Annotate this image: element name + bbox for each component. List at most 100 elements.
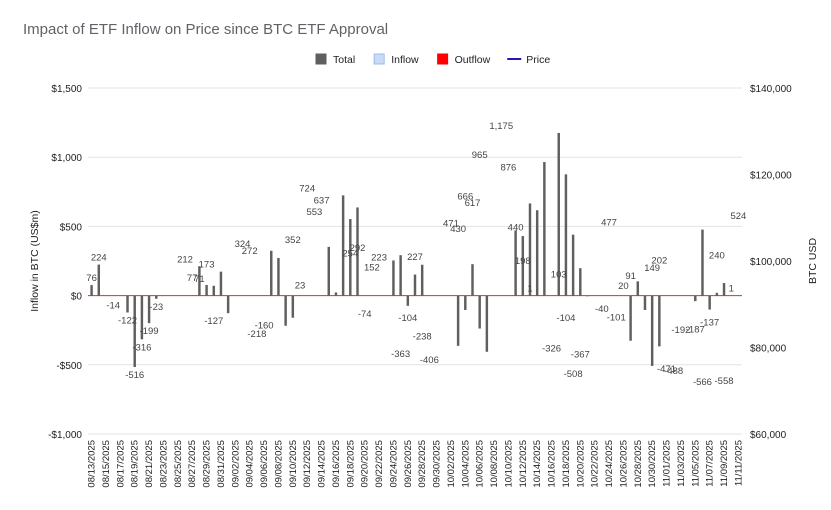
total-bar xyxy=(212,285,215,296)
total-bar xyxy=(658,295,661,347)
x-tick-label: 09/22/2025 xyxy=(374,440,385,488)
total-bar xyxy=(291,295,295,318)
data-label: 1 xyxy=(527,283,532,294)
data-label: -218 xyxy=(247,329,266,340)
total-bar xyxy=(579,268,582,296)
total-bar xyxy=(147,295,151,324)
data-label: 223 xyxy=(371,253,387,264)
total-bar xyxy=(97,264,101,296)
x-tick-label: 09/10/2025 xyxy=(288,440,299,488)
x-tick-label: 08/19/2025 xyxy=(130,440,141,488)
x-tick-label: 09/24/2025 xyxy=(388,440,399,488)
data-label: 224 xyxy=(91,253,107,264)
data-label: 471 xyxy=(443,218,459,229)
data-label: 23 xyxy=(295,280,306,291)
x-tick-label: 09/02/2025 xyxy=(230,440,241,488)
data-label: -471 xyxy=(657,364,676,375)
total-bar xyxy=(650,295,654,366)
total-bar xyxy=(406,295,410,306)
data-label: -406 xyxy=(420,355,439,366)
data-label: 227 xyxy=(407,252,423,263)
data-label: -23 xyxy=(149,302,163,313)
total-bar xyxy=(528,203,532,296)
data-label: -160 xyxy=(255,321,274,332)
x-tick-label: 08/15/2025 xyxy=(101,440,112,488)
data-label: 76 xyxy=(86,273,97,284)
total-bar xyxy=(629,295,632,341)
y-tick-label: -$1,000 xyxy=(48,430,82,441)
x-tick-label: 09/18/2025 xyxy=(345,440,356,488)
y-tick-label: $500 xyxy=(60,222,83,233)
data-label: -316 xyxy=(132,342,151,353)
total-bar xyxy=(133,295,136,368)
total-bar xyxy=(155,295,158,299)
x-tick-label: 09/04/2025 xyxy=(245,440,256,488)
x-tick-label: 10/02/2025 xyxy=(446,440,457,488)
total-bar xyxy=(564,174,568,296)
data-label: 666 xyxy=(457,191,473,202)
y-tick-label: $1,000 xyxy=(51,153,82,164)
total-bar xyxy=(571,234,575,296)
data-label: 1 xyxy=(729,283,734,294)
total-bar xyxy=(413,274,417,296)
y2-tick-label: $140,000 xyxy=(750,84,792,95)
x-tick-label: 10/04/2025 xyxy=(460,440,471,488)
data-label: 1,175 xyxy=(489,121,513,132)
total-bar xyxy=(140,295,144,340)
total-bar xyxy=(126,295,129,313)
x-tick-label: 11/11/2025 xyxy=(733,440,744,486)
x-tick-label: 10/06/2025 xyxy=(475,440,486,488)
x-tick-label: 08/25/2025 xyxy=(173,440,184,488)
total-bar xyxy=(557,132,560,296)
legend-label-price: Price xyxy=(526,54,550,66)
legend-swatch-outflow xyxy=(437,53,449,65)
x-tick-label: 09/20/2025 xyxy=(360,440,371,488)
data-label: -508 xyxy=(564,369,583,380)
y2-tick-label: $120,000 xyxy=(750,171,792,182)
total-bar xyxy=(327,246,330,296)
data-label: 20 xyxy=(618,281,629,292)
data-label: -122 xyxy=(118,315,137,326)
total-bar xyxy=(356,207,359,296)
y-tick-label: -$500 xyxy=(56,361,82,372)
total-bar xyxy=(715,292,719,296)
total-bar xyxy=(205,284,208,296)
data-label: 637 xyxy=(314,195,330,206)
x-tick-label: 11/01/2025 xyxy=(662,440,673,487)
x-tick-label: 10/30/2025 xyxy=(647,440,658,488)
total-bar xyxy=(284,295,287,326)
total-bar xyxy=(701,229,704,296)
x-tick-label: 08/23/2025 xyxy=(159,440,170,488)
x-tick-label: 10/14/2025 xyxy=(532,440,543,488)
x-tick-label: 10/24/2025 xyxy=(604,440,615,488)
total-bar xyxy=(636,281,640,296)
y-tick-label: $1,500 xyxy=(51,84,82,95)
data-label: -40 xyxy=(595,304,609,315)
data-label: -192 xyxy=(671,325,690,336)
total-bar xyxy=(341,195,345,296)
x-tick-label: 08/21/2025 xyxy=(144,440,155,488)
data-label: -199 xyxy=(140,326,159,337)
x-tick-label: 10/12/2025 xyxy=(518,440,529,488)
data-label: -558 xyxy=(715,376,734,387)
data-label: 876 xyxy=(500,162,516,173)
x-tick-label: 09/26/2025 xyxy=(403,440,414,488)
chart-title: Impact of ETF Inflow on Price since BTC … xyxy=(23,21,388,38)
y2-tick-label: $100,000 xyxy=(750,257,792,268)
x-tick-label: 10/16/2025 xyxy=(547,440,558,488)
total-bar xyxy=(471,264,474,296)
x-tick-label: 10/22/2025 xyxy=(590,440,601,488)
total-bar xyxy=(420,264,424,296)
total-bar xyxy=(349,219,352,296)
data-label: -74 xyxy=(358,309,372,320)
data-label: -488 xyxy=(664,366,683,377)
x-tick-label: 08/13/2025 xyxy=(87,440,98,488)
total-bar xyxy=(270,250,273,296)
x-tick-label: 09/12/2025 xyxy=(302,440,313,488)
data-label: 71 xyxy=(194,274,205,285)
y-tick-label: $0 xyxy=(71,292,83,303)
x-tick-label: 09/16/2025 xyxy=(331,440,342,488)
data-label: 254 xyxy=(342,248,358,259)
total-bar xyxy=(334,292,338,296)
